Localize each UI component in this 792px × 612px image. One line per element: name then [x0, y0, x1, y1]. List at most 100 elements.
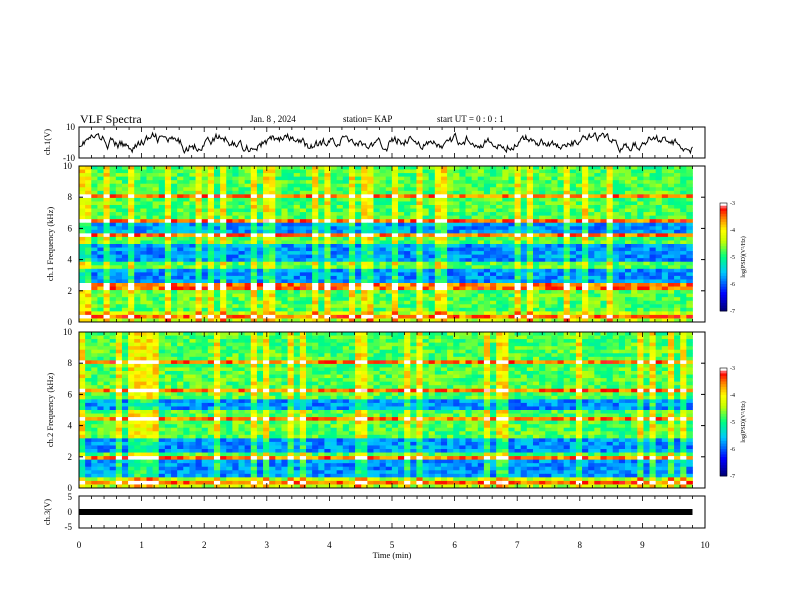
- spectrogram-cell: [410, 318, 417, 323]
- spectrogram-cell: [520, 208, 528, 213]
- spectrogram-cell: [195, 275, 203, 280]
- spectrogram-cell: [661, 300, 669, 305]
- spectrogram-cell: [490, 293, 497, 298]
- spectrogram-cell: [103, 187, 111, 192]
- spectrogram-cell: [146, 229, 154, 234]
- spectrogram-cell: [355, 349, 362, 354]
- spectrogram-cell: [594, 194, 601, 199]
- spectrogram-cell: [85, 219, 92, 224]
- spectrogram-cell: [385, 279, 393, 284]
- spectrogram-cell: [213, 283, 221, 287]
- spectrogram-cell: [465, 236, 473, 241]
- spectrogram-cell: [637, 222, 644, 227]
- spectrogram-cell: [256, 297, 264, 302]
- spectrogram-cell: [471, 166, 479, 170]
- spectrogram-cell: [336, 339, 344, 344]
- spectrogram-cell: [428, 205, 436, 209]
- spectrogram-cell: [422, 318, 430, 323]
- spectrogram-cell: [637, 283, 644, 287]
- spectrogram-cell: [477, 166, 485, 170]
- spectrogram-cell: [238, 176, 246, 181]
- spectrogram-cell: [281, 180, 288, 185]
- spectrogram-cell: [201, 272, 209, 277]
- spectrogram-cell: [250, 283, 258, 287]
- spectrogram-cell: [134, 304, 141, 309]
- spectrogram-cell: [152, 261, 160, 266]
- spectrogram-cell: [612, 272, 620, 277]
- spectrogram-cell: [342, 194, 350, 199]
- spectrogram-cell: [686, 307, 693, 312]
- spectrogram-cell: [471, 286, 479, 291]
- spectrogram-cell: [594, 187, 601, 192]
- spectrogram-cell: [244, 314, 252, 319]
- spectrogram-cell: [385, 283, 393, 287]
- spectrogram-cell: [440, 205, 448, 209]
- spectrogram-cell: [287, 201, 295, 206]
- spectrogram-cell: [355, 342, 362, 347]
- spectrogram-cell: [361, 176, 368, 181]
- spectrogram-cell: [508, 247, 515, 252]
- spectrogram-cell: [526, 279, 534, 284]
- spectrogram-cell: [379, 290, 387, 295]
- spectrogram-cell: [232, 169, 239, 174]
- spectrogram-cell: [244, 258, 252, 263]
- spectrogram-cell: [539, 314, 546, 319]
- spectrogram-cell: [201, 212, 209, 217]
- spectrogram-cell: [410, 339, 417, 344]
- spectrogram-cell: [379, 332, 387, 336]
- spectrogram-cell: [263, 300, 270, 305]
- spectrogram-cell: [336, 265, 344, 270]
- spectrogram-cell: [256, 258, 264, 263]
- spectrogram-cell: [447, 240, 454, 245]
- spectrogram-cell: [361, 332, 368, 336]
- spectrogram-cell: [232, 236, 239, 241]
- spectrogram-cell: [471, 197, 479, 202]
- spectrogram-cell: [379, 219, 387, 224]
- spectrogram-cell: [575, 229, 583, 234]
- spectrogram-cell: [177, 208, 184, 213]
- spectrogram-cell: [244, 197, 252, 202]
- spectrogram-cell: [158, 349, 166, 354]
- spectrogram-cell: [207, 180, 215, 185]
- spectrogram-cell: [422, 183, 430, 188]
- spectrogram-cell: [121, 166, 129, 170]
- spectrogram-cell: [195, 346, 203, 351]
- spectrogram-cell: [324, 311, 331, 316]
- spectrogram-cell: [655, 169, 663, 174]
- spectrogram-cell: [440, 215, 448, 220]
- spectrogram-cell: [612, 290, 620, 295]
- spectrogram-cell: [557, 187, 565, 192]
- spectrogram-cell: [588, 286, 595, 291]
- spectrogram-cell: [109, 279, 117, 284]
- spectrogram-cell: [379, 197, 387, 202]
- spectrogram-cell: [502, 293, 509, 298]
- spectrogram-cell: [171, 194, 178, 199]
- spectrogram-cell: [146, 290, 154, 295]
- spectrogram-cell: [649, 226, 657, 231]
- spectrogram-cell: [434, 293, 442, 298]
- spectrogram-cell: [299, 180, 307, 185]
- spectrogram-cell: [385, 169, 393, 174]
- spectrogram-cell: [91, 251, 98, 256]
- spectrogram-cell: [330, 205, 338, 209]
- spectrogram-cell: [600, 233, 607, 238]
- spectrogram-cell: [373, 290, 380, 295]
- spectrogram-cell: [453, 180, 460, 185]
- spectrogram-cell: [201, 180, 209, 185]
- spectrogram-cell: [502, 286, 509, 291]
- spectrogram-cell: [207, 311, 215, 316]
- spectrogram-cell: [594, 332, 601, 336]
- spectrogram-cell: [152, 318, 160, 323]
- spectrogram-cell: [152, 205, 160, 209]
- spectrogram-cell: [330, 290, 338, 295]
- spectrogram-cell: [471, 201, 479, 206]
- spectrogram-cell: [588, 212, 595, 217]
- spectrogram-cell: [293, 254, 301, 259]
- spectrogram-cell: [158, 339, 166, 344]
- spectrogram-cell: [312, 293, 319, 298]
- spectrogram-cell: [680, 275, 687, 280]
- spectrogram-cell: [434, 190, 442, 195]
- spectrogram-cell: [612, 173, 620, 178]
- spectrogram-cell: [667, 318, 675, 323]
- spectrogram-cell: [618, 212, 626, 217]
